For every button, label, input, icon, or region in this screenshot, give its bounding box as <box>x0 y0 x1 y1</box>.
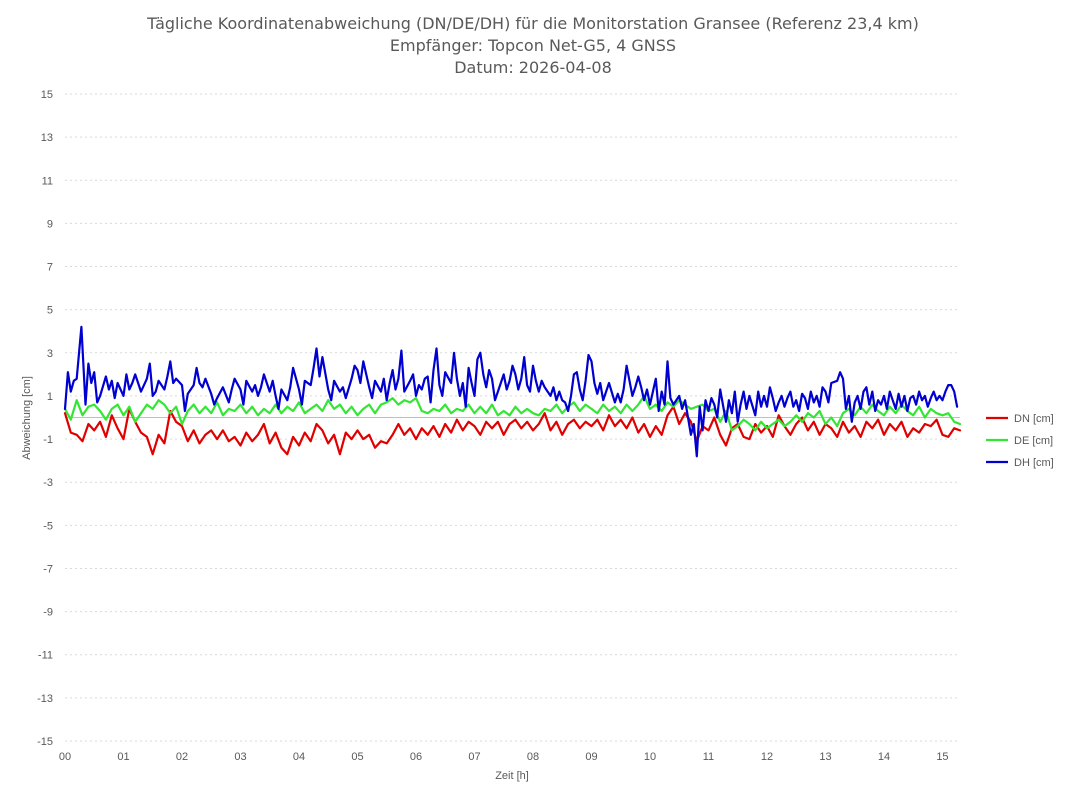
y-tick-label: 7 <box>47 262 53 274</box>
gridlines <box>65 93 960 742</box>
y-tick-label: 13 <box>41 132 53 144</box>
x-axis-ticks: 00 01 02 03 04 05 06 07 08 09 10 11 12 13 14 15 <box>59 751 949 763</box>
x-tick-label: 12 <box>761 751 773 763</box>
x-tick-label: 10 <box>644 751 656 763</box>
x-tick-label: 15 <box>936 751 948 763</box>
legend-label-dn: DN [cm] <box>1014 413 1054 425</box>
y-tick-label: -5 <box>43 520 53 532</box>
y-tick-label: -11 <box>38 650 53 662</box>
x-axis-label: Zeit [h] <box>495 770 529 782</box>
y-tick-label: -9 <box>43 607 53 619</box>
y-tick-label: -13 <box>37 693 53 705</box>
x-tick-label: 03 <box>234 751 246 763</box>
y-tick-label: -3 <box>43 477 53 489</box>
series-line-dn <box>63 405 962 456</box>
x-tick-label: 00 <box>59 751 71 763</box>
legend-label-dh: DH [cm] <box>1014 457 1054 469</box>
data-series <box>63 325 962 458</box>
title-line-3: Datum: 2026-04-08 <box>454 58 612 77</box>
x-tick-label: 09 <box>585 751 597 763</box>
x-tick-label: 02 <box>176 751 188 763</box>
y-tick-label: 3 <box>47 348 53 360</box>
x-tick-label: 01 <box>117 751 129 763</box>
y-tick-label: -7 <box>43 563 53 575</box>
x-tick-label: 04 <box>293 751 305 763</box>
x-tick-label: 14 <box>878 751 890 763</box>
x-tick-label: 08 <box>527 751 539 763</box>
y-tick-label: 15 <box>41 89 53 101</box>
y-tick-label: 9 <box>47 218 53 230</box>
chart-title: Tägliche Koordinatenabweichung (DN/DE/DH… <box>146 14 919 77</box>
x-tick-label: 06 <box>410 751 422 763</box>
title-line-2: Empfänger: Topcon Net-G5, 4 GNSS <box>390 36 676 55</box>
y-tick-label: 11 <box>42 175 53 187</box>
x-tick-label: 05 <box>351 751 363 763</box>
y-tick-label: -1 <box>43 434 53 446</box>
y-tick-label: -15 <box>37 736 53 748</box>
series-line-dh <box>63 325 959 458</box>
x-tick-label: 07 <box>468 751 480 763</box>
y-tick-label: 5 <box>47 305 53 317</box>
legend-label-de: DE [cm] <box>1014 435 1053 447</box>
x-tick-label: 13 <box>819 751 831 763</box>
y-axis-ticks: 15 13 11 9 7 5 3 1 -1 -3 -5 -7 -9 -11 -13 -15 <box>37 89 53 748</box>
x-tick-label: 11 <box>703 751 714 763</box>
series-line-de <box>63 394 962 432</box>
title-line-1: Tägliche Koordinatenabweichung (DN/DE/DH… <box>146 14 919 33</box>
legend: DN [cm] DE [cm] DH [cm] <box>986 413 1054 469</box>
y-tick-label: 1 <box>47 391 53 403</box>
y-axis-label: Abweichung [cm] <box>21 376 33 460</box>
